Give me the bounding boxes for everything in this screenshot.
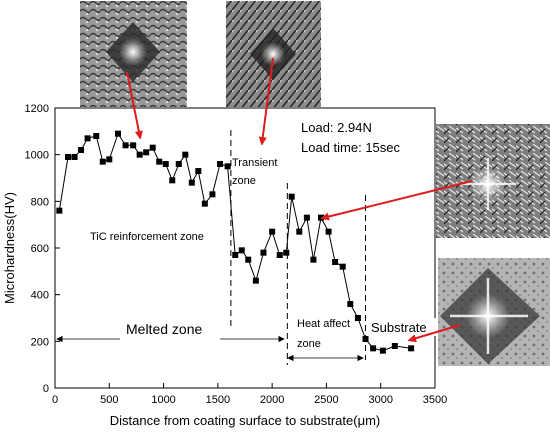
- micrograph-top-left: [80, 1, 187, 107]
- micrograph-right-upper: [436, 124, 550, 238]
- data-point: [325, 228, 332, 235]
- heat-affect-zone-label-2: zone: [297, 338, 321, 350]
- transient-zone-label-2: zone: [232, 175, 256, 187]
- x-tick-label: 0: [52, 394, 58, 406]
- y-axis-title: Microhardness(HV): [2, 192, 17, 304]
- red-arrow-3: [323, 180, 473, 218]
- data-point: [408, 345, 415, 352]
- data-point: [379, 347, 386, 354]
- data-point: [182, 151, 189, 158]
- data-point: [269, 228, 276, 235]
- data-point: [122, 142, 129, 149]
- data-point: [339, 263, 346, 270]
- data-point: [224, 163, 231, 170]
- data-point: [354, 315, 361, 321]
- x-tick-label: 1000: [151, 394, 175, 406]
- y-tick-label: 1200: [25, 103, 49, 115]
- x-axis-title: Distance from coating surface to substra…: [110, 413, 380, 428]
- data-point: [391, 343, 398, 349]
- data-point: [106, 156, 113, 163]
- y-tick-label: 800: [31, 196, 49, 208]
- data-point: [347, 301, 354, 307]
- transient-zone-label: Transient: [232, 157, 277, 169]
- data-point: [232, 252, 239, 258]
- substrate-label-bg: [369, 318, 437, 336]
- data-point: [303, 214, 310, 221]
- data-point: [162, 161, 169, 167]
- data-point: [71, 154, 78, 160]
- x-tick-label: 500: [100, 394, 118, 406]
- x-tick-label: 1500: [206, 394, 230, 406]
- tick-labels: 0 500 1000 1500 2000 2500 3000 3500 0 200 400 600 80…: [25, 103, 448, 406]
- data-point: [296, 228, 303, 235]
- plot-area: [54, 107, 436, 389]
- data-point: [78, 147, 85, 153]
- data-point: [93, 133, 100, 139]
- data-point: [188, 179, 195, 186]
- y-tick-label: 400: [31, 290, 49, 302]
- data-point: [114, 130, 121, 137]
- red-arrow-4: [410, 324, 461, 340]
- y-tick-label: 1000: [25, 150, 49, 162]
- red-arrow-2: [262, 57, 274, 143]
- data-point: [362, 336, 369, 342]
- zone-boundaries: [230, 130, 367, 365]
- data-point: [283, 249, 290, 256]
- substrate-label: Substrate: [371, 320, 427, 335]
- data-point: [288, 193, 295, 200]
- data-point: [195, 168, 202, 174]
- data-point: [310, 256, 317, 263]
- y-tick-label: 200: [31, 336, 49, 348]
- data-point: [130, 142, 137, 149]
- axis-ticks: [54, 107, 436, 389]
- data-point: [169, 177, 176, 184]
- data-point: [136, 151, 143, 158]
- y-tick-label: 0: [43, 383, 49, 395]
- y-tick-label: 600: [31, 243, 49, 255]
- data-point: [276, 252, 283, 258]
- data-markers: [56, 130, 415, 354]
- red-arrow-1: [126, 71, 140, 137]
- heat-affect-zone-label: Heat affect: [297, 318, 350, 330]
- data-point: [370, 345, 377, 352]
- tic-zone-label: TiC reinforcement zone: [90, 231, 204, 243]
- melted-zone-label: Melted zone: [126, 321, 202, 337]
- data-point: [84, 135, 91, 142]
- data-point: [149, 144, 156, 151]
- load-time-label: Load time: 15sec: [301, 140, 401, 155]
- micrograph-right-lower: [438, 258, 550, 366]
- x-tick-label: 3500: [423, 394, 447, 406]
- data-point: [209, 191, 216, 198]
- red-arrows: [126, 57, 473, 340]
- micrograph-top-middle: [226, 1, 321, 107]
- data-point: [245, 256, 252, 263]
- data-point: [99, 158, 106, 165]
- data-point: [143, 149, 150, 156]
- data-point: [260, 249, 267, 256]
- x-tick-label: 2500: [314, 394, 338, 406]
- data-point: [217, 161, 224, 167]
- data-point: [238, 247, 245, 254]
- x-tick-label: 3000: [368, 394, 392, 406]
- data-point: [201, 200, 208, 207]
- data-point: [156, 158, 163, 165]
- load-label: Load: 2.94N: [301, 120, 372, 135]
- x-tick-label: 2000: [260, 394, 284, 406]
- data-point: [332, 259, 339, 265]
- data-point: [175, 161, 182, 167]
- data-point: [65, 154, 72, 160]
- data-point: [252, 277, 259, 284]
- data-point: [56, 207, 63, 214]
